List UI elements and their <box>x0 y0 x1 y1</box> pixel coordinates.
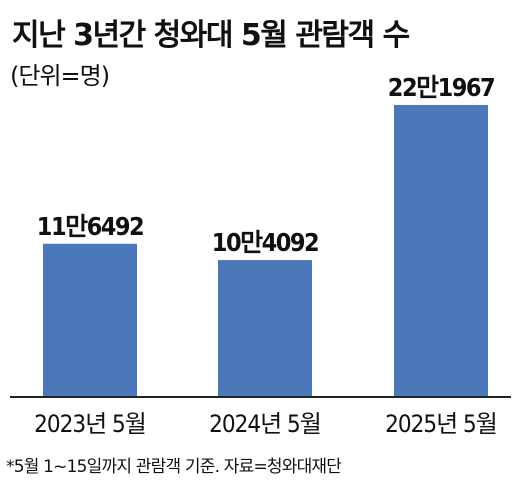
unit-label: (단위=명) <box>10 62 110 90</box>
chart-title: 지난 3년간 청와대 5월 관람객 수 <box>12 18 410 53</box>
bar <box>394 105 488 397</box>
bar-value-label: 22만1967 <box>388 73 494 102</box>
footnote: *5월 1~15일까지 관람객 기준. 자료=청와대재단 <box>6 457 342 477</box>
bar-value-label: 10만4092 <box>212 228 318 257</box>
bar <box>43 243 137 397</box>
x-tick-label: 2025년 5월 <box>385 410 497 438</box>
x-tick-label: 2024년 5월 <box>209 410 321 438</box>
x-tick-label: 2023년 5월 <box>34 410 146 438</box>
bar-value-label: 11만6492 <box>37 212 143 241</box>
bar <box>218 260 312 397</box>
